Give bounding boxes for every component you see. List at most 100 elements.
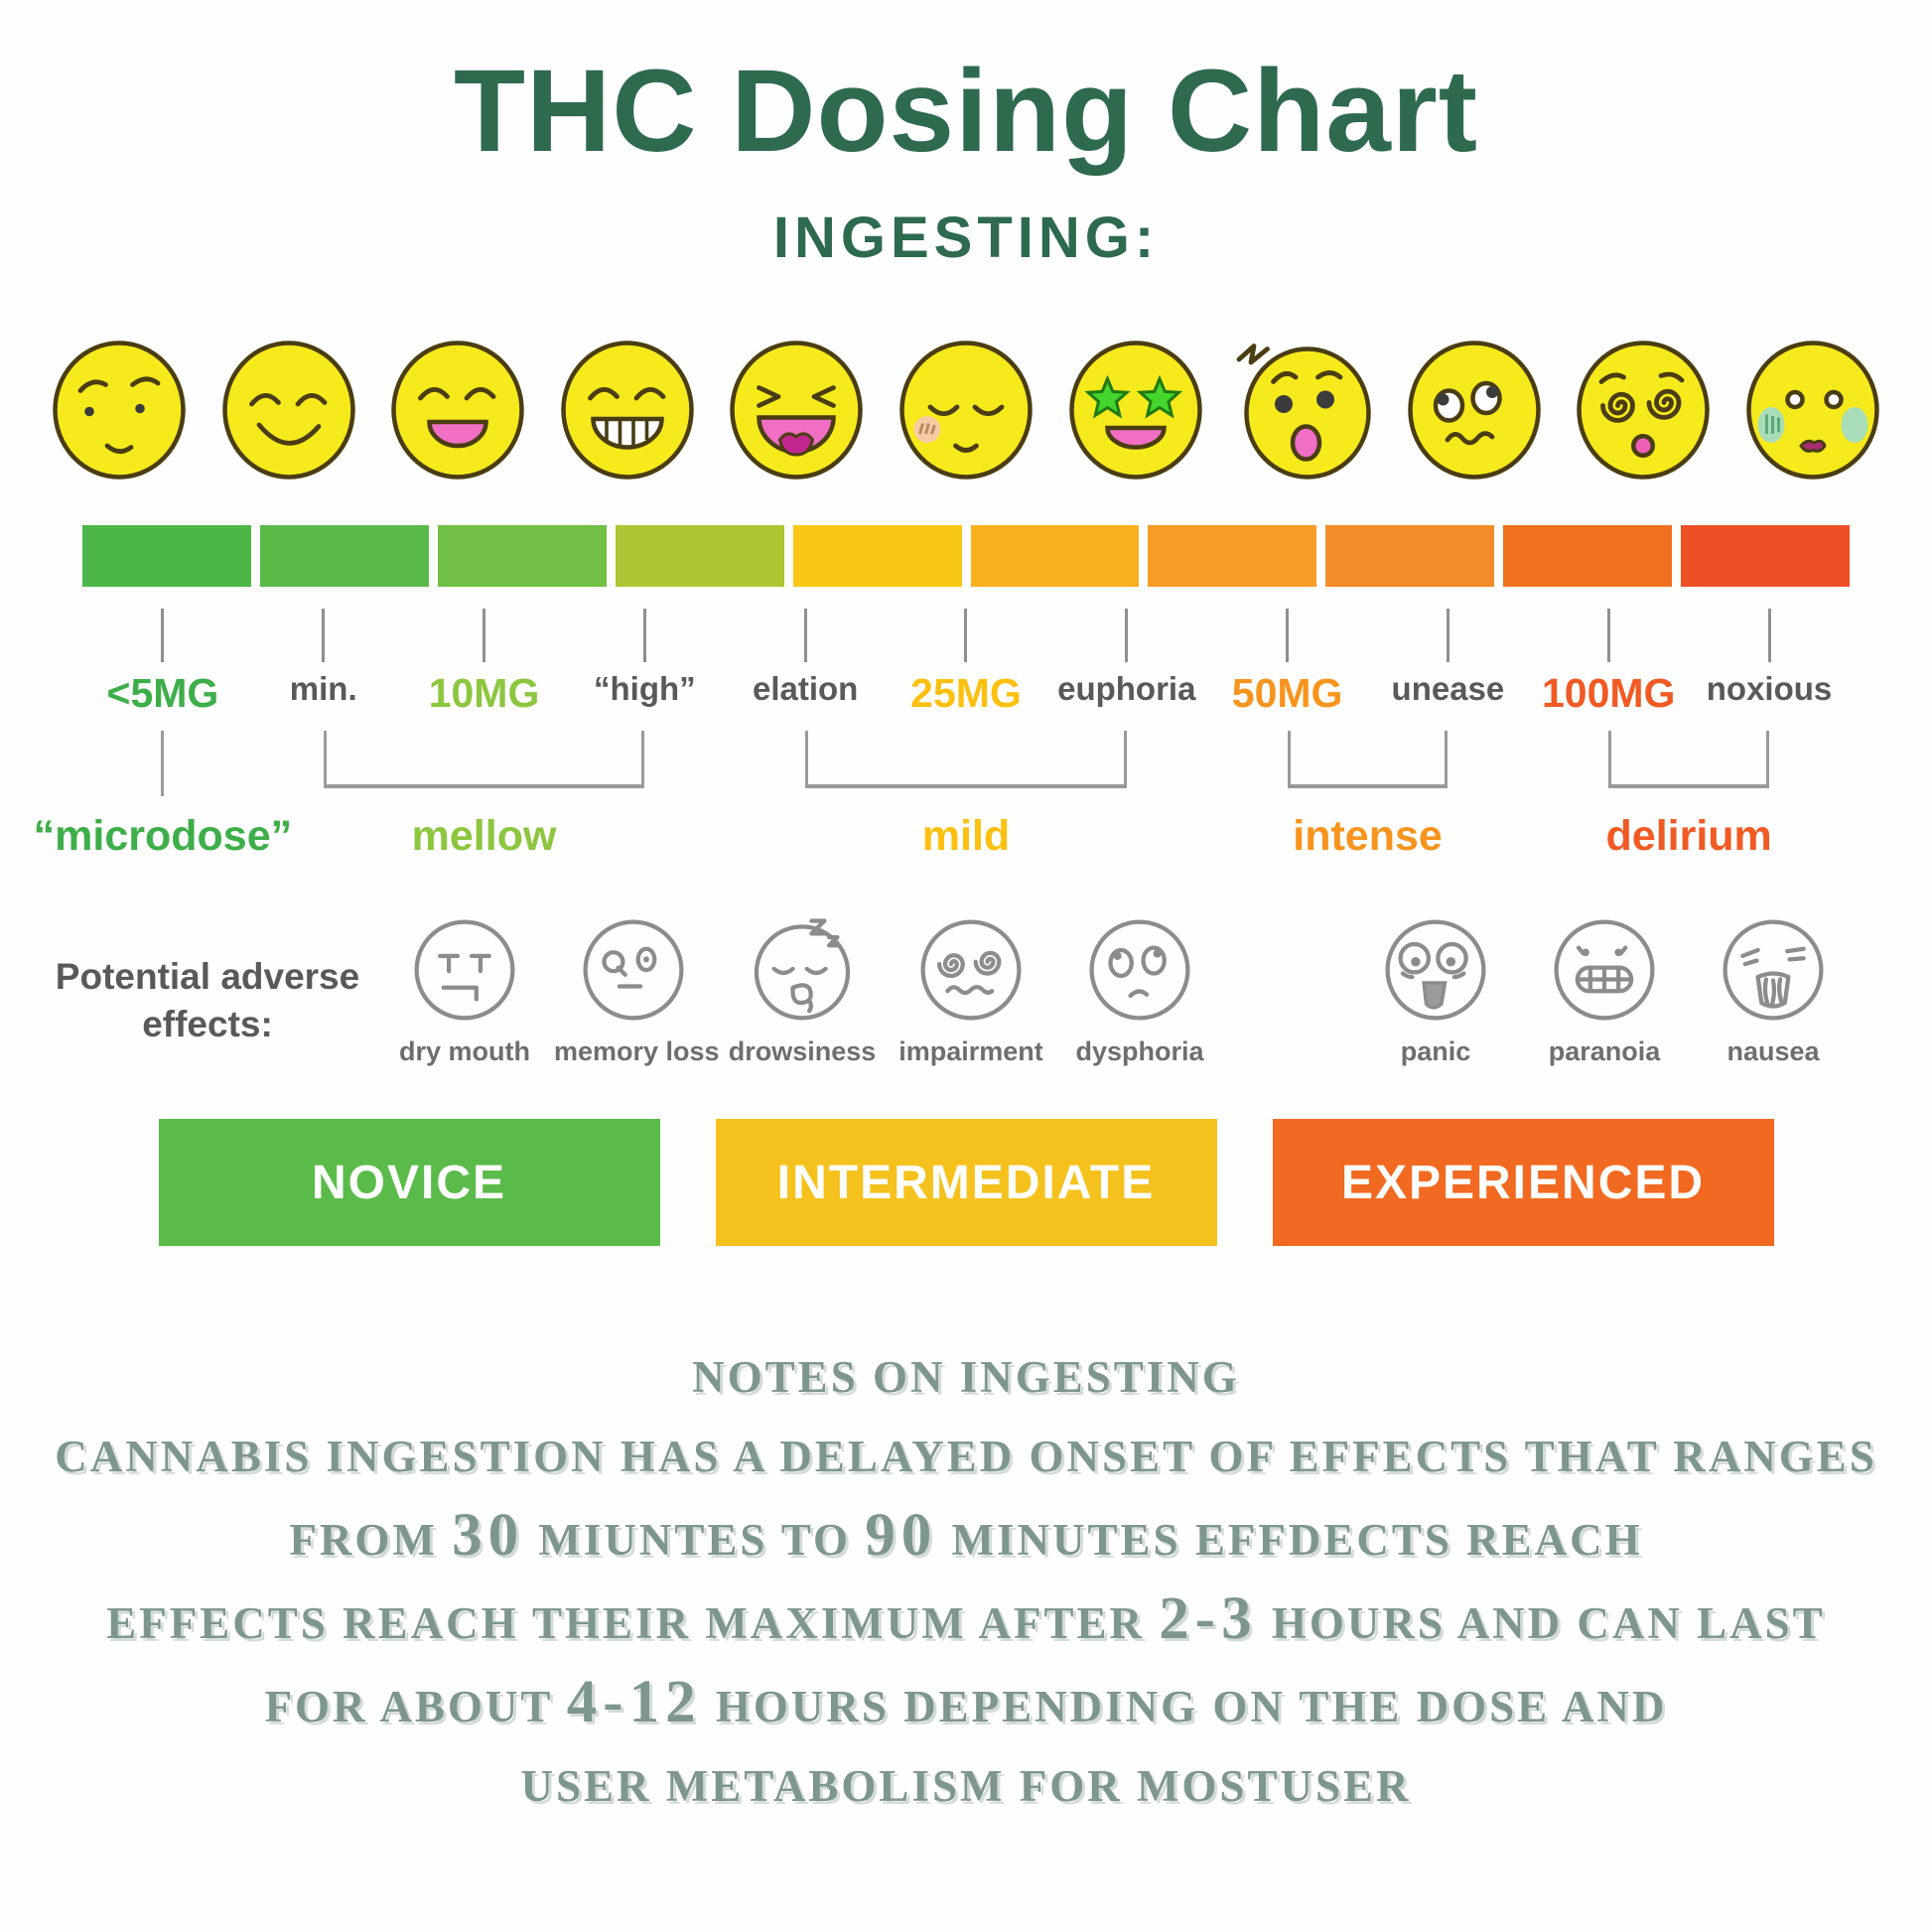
tick-mark <box>642 609 646 662</box>
dose-label-noxious: noxious <box>1706 670 1833 707</box>
duration-hours-value: 4-12 <box>566 1669 702 1735</box>
group-mellow: mellow <box>323 731 645 882</box>
group-bracket <box>1608 731 1770 788</box>
mood-emoji-row <box>45 333 1887 482</box>
adverse-effect-dysphoria: dysphoria <box>1060 911 1219 1067</box>
adverse-effects-heading: Potential adverse effects: <box>55 956 360 1045</box>
dose-label-unease: unease <box>1391 670 1505 707</box>
experience-level-row: NOVICE INTERMEDIATE EXPERIENCED <box>0 1119 1932 1246</box>
dose-scale: <5MG min. 10MG “high” elation 25MG eupho… <box>34 525 1851 882</box>
open-smile-face-icon <box>391 341 524 480</box>
dry-mouth-face-icon <box>414 919 515 1021</box>
notes-line: EFFECTS REACH THEIR MAXIMUM AFTER 2-3 HO… <box>106 1586 1826 1652</box>
adverse-effect-impairment: impairment <box>892 911 1050 1067</box>
impairment-face-icon <box>920 919 1022 1021</box>
effect-label: memory loss <box>554 1036 720 1066</box>
scale-segment <box>259 525 429 587</box>
effect-label: dysphoria <box>1075 1036 1204 1066</box>
group-bracket <box>1287 731 1449 788</box>
slight-smile-face-icon <box>53 341 186 480</box>
dizzy-face-icon <box>1577 341 1711 480</box>
paranoia-face-icon <box>1554 919 1655 1021</box>
scale-segment <box>1503 525 1673 587</box>
group-label-microdose: “microdose” <box>33 812 293 860</box>
drowsiness-face-icon <box>754 918 851 1021</box>
group-line <box>161 731 165 796</box>
effect-label: impairment <box>898 1036 1043 1066</box>
group-intense: intense <box>1287 731 1449 882</box>
dose-label-50mg: 50MG <box>1231 670 1343 716</box>
soft-smile-face-icon <box>221 341 355 480</box>
peak-hours-value: 2-3 <box>1159 1586 1258 1652</box>
scale-segment <box>792 525 962 587</box>
effect-label: nausea <box>1726 1036 1820 1066</box>
adverse-effect-nausea: nausea <box>1694 911 1853 1067</box>
scale-segment <box>1681 525 1851 587</box>
nausea-face-icon <box>1723 919 1824 1021</box>
adverse-effect-drowsiness: drowsiness <box>723 911 882 1067</box>
confused-face-icon <box>1408 341 1541 480</box>
scale-segment <box>1148 525 1317 587</box>
group-label-mellow: mellow <box>411 812 557 860</box>
dysphoria-face-icon <box>1089 919 1190 1021</box>
tick-mark <box>803 609 807 662</box>
grinning-teeth-face-icon <box>561 341 694 480</box>
notes-section: NOTES ON INGESTING CANNABIS INGESTION HA… <box>0 1337 1932 1826</box>
memory-loss-face-icon <box>583 919 684 1021</box>
tick-mark <box>322 609 326 662</box>
group-label-delirium: delirium <box>1605 812 1772 860</box>
blissful-blush-face-icon <box>899 341 1033 480</box>
effect-label: drowsiness <box>728 1036 877 1066</box>
onset-max-value: 90 <box>865 1502 938 1569</box>
nauseous-face-icon <box>1746 341 1879 480</box>
dose-label-row: <5MG min. 10MG “high” elation 25MG eupho… <box>82 670 1850 717</box>
tick-mark <box>964 609 968 662</box>
adverse-effect-memory-loss: memory loss <box>554 911 720 1067</box>
tick-mark <box>161 609 165 662</box>
scale-segment <box>970 525 1140 587</box>
shocked-face-icon <box>1236 344 1371 480</box>
group-mild: mild <box>805 731 1127 882</box>
dose-label-elation: elation <box>752 670 859 707</box>
dose-label-100mg: 100MG <box>1541 670 1676 716</box>
scale-segment <box>1325 525 1495 587</box>
tick-mark <box>1606 609 1610 662</box>
notes-line: CANNABIS INGESTION HAS A DELAYED ONSET O… <box>55 1432 1877 1481</box>
tick-mark <box>483 609 486 662</box>
scale-segment <box>615 525 784 587</box>
tick-mark <box>1125 609 1129 662</box>
panic-face-icon <box>1385 919 1486 1021</box>
dose-label-25mg: 25MG <box>910 670 1022 716</box>
dose-label-euphoria: euphoria <box>1057 670 1196 707</box>
scale-segment <box>437 525 607 587</box>
group-label-mild: mild <box>921 812 1011 860</box>
tick-mark <box>1446 609 1449 662</box>
notes-line: FOR ABOUT 4-12 HOURS DEPENDING ON THE DO… <box>264 1669 1668 1735</box>
group-delirium: delirium <box>1605 731 1772 882</box>
adverse-effect-panic: panic <box>1356 911 1515 1067</box>
dose-label-high: “high” <box>594 670 696 707</box>
adverse-effects-section: Potential adverse effects: dry mouth mem… <box>40 911 1892 1067</box>
laughing-squeezed-eyes-face-icon <box>730 341 864 480</box>
novice-badge: NOVICE <box>158 1119 660 1246</box>
tick-mark <box>1767 609 1771 662</box>
group-bracket <box>323 731 645 788</box>
experienced-badge: EXPERIENCED <box>1272 1119 1774 1246</box>
effect-label: panic <box>1400 1036 1471 1066</box>
adverse-effect-paranoia: paranoia <box>1525 911 1684 1067</box>
group-bracket <box>805 731 1127 788</box>
scale-segment <box>82 525 251 587</box>
notes-line: USER METABOLISM FOR MOSTUSER <box>520 1761 1412 1811</box>
notes-heading: NOTES ON INGESTING <box>692 1352 1240 1402</box>
dose-label-min: min. <box>289 670 357 707</box>
group-microdose: “microdose” <box>34 731 292 882</box>
onset-min-value: 30 <box>452 1502 525 1569</box>
notes-line: FROM 30 MIUNTES TO 90 MINUTES EFFDECTS R… <box>289 1502 1643 1569</box>
page-title: THC Dosing Chart <box>453 46 1479 177</box>
tick-mark <box>1286 609 1290 662</box>
intensity-group-row: “microdose” mellow mild intense delirium <box>34 731 1850 882</box>
dose-label-10mg: 10MG <box>428 670 540 716</box>
intermediate-badge: INTERMEDIATE <box>715 1119 1217 1246</box>
dose-label-5mg: <5MG <box>106 670 219 716</box>
